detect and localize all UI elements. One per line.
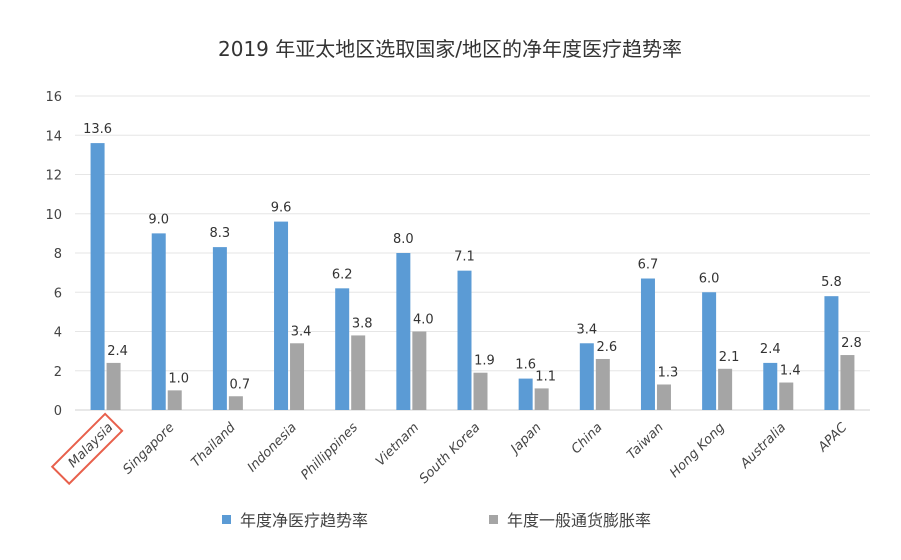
bar-net-medical-trend — [274, 221, 289, 410]
data-label: 6.7 — [638, 258, 659, 273]
data-label: 7.1 — [454, 250, 475, 265]
data-label: 9.6 — [271, 201, 292, 216]
bar-general-inflation — [656, 384, 671, 410]
x-tick-label: Singapore — [120, 420, 177, 477]
bar-net-medical-trend — [824, 296, 839, 410]
y-tick-label: 8 — [54, 247, 62, 262]
bar-general-inflation — [718, 368, 733, 410]
legend-label-general-inflation: 年度一般通货膨胀率 — [507, 511, 651, 530]
bar-net-medical-trend — [702, 292, 717, 410]
x-tick-label: China — [569, 420, 606, 457]
data-label: 6.0 — [699, 271, 720, 286]
bar-general-inflation — [167, 390, 182, 410]
bar-general-inflation — [473, 372, 488, 410]
bar-net-medical-trend — [151, 233, 166, 410]
x-tick-label: Phillippines — [298, 420, 361, 483]
x-tick-label: South Korea — [417, 420, 484, 487]
legend-swatch-general-inflation — [489, 515, 498, 524]
data-label: 1.6 — [515, 358, 536, 373]
legend-swatch-net-medical-trend — [222, 515, 231, 524]
bar-general-inflation — [351, 335, 366, 410]
legend: 年度净医疗趋势率 年度一般通货膨胀率 — [222, 511, 651, 530]
chart-title: 2019 年亚太地区选取国家/地区的净年度医疗趋势率 — [218, 37, 682, 61]
data-label: 8.0 — [393, 232, 414, 247]
data-label: 6.2 — [332, 267, 353, 282]
y-tick-label: 6 — [54, 286, 62, 301]
y-tick-label: 12 — [45, 169, 62, 184]
bar-general-inflation — [534, 388, 549, 410]
data-label: 0.7 — [230, 377, 251, 392]
data-label: 1.0 — [168, 371, 189, 386]
bar-net-medical-trend — [579, 343, 594, 410]
highlight-box — [50, 412, 124, 486]
bar-net-medical-trend — [335, 288, 350, 410]
data-label: 3.4 — [291, 324, 312, 339]
x-tick-label: Indonesia — [245, 420, 300, 475]
data-label: 1.1 — [535, 369, 556, 384]
x-tick-label: Thailand — [189, 420, 240, 471]
x-tick-label: Vietnam — [373, 420, 422, 469]
y-tick-label: 14 — [45, 129, 62, 144]
bar-net-medical-trend — [640, 278, 655, 410]
bar-net-medical-trend — [518, 378, 533, 410]
bar-net-medical-trend — [763, 362, 778, 410]
data-label: 1.4 — [780, 364, 801, 379]
y-tick-label: 0 — [54, 404, 62, 419]
data-label: 2.8 — [841, 336, 862, 351]
legend-label-net-medical-trend: 年度净医疗趋势率 — [240, 511, 368, 530]
x-tick-label: APAC — [815, 420, 851, 456]
data-label: 2.4 — [107, 344, 128, 359]
data-label: 3.8 — [352, 316, 373, 331]
bar-general-inflation — [106, 362, 121, 410]
x-tick-label: Australia — [737, 420, 789, 472]
data-label: 3.4 — [576, 322, 597, 337]
bar-general-inflation — [412, 331, 427, 410]
data-label: 9.0 — [148, 212, 169, 227]
data-label: 13.6 — [83, 122, 112, 137]
data-label: 5.8 — [821, 275, 842, 290]
x-tick-label: Japan — [506, 420, 544, 458]
bar-net-medical-trend — [457, 270, 472, 410]
bar-general-inflation — [595, 358, 610, 410]
data-label: 2.1 — [719, 350, 740, 365]
bar-general-inflation — [779, 382, 794, 410]
bar-general-inflation — [228, 396, 243, 410]
y-tick-label: 10 — [45, 208, 62, 223]
bar-general-inflation — [840, 355, 855, 410]
data-label: 1.9 — [474, 354, 495, 369]
bar-general-inflation — [290, 343, 305, 410]
bar-net-medical-trend — [396, 253, 411, 410]
x-tick-label: Taiwan — [624, 420, 666, 462]
bar-net-medical-trend — [212, 247, 227, 410]
y-tick-label: 2 — [54, 365, 62, 380]
data-label: 8.3 — [210, 226, 231, 241]
data-label: 2.4 — [760, 342, 781, 357]
y-tick-label: 16 — [45, 90, 62, 105]
data-label: 2.6 — [596, 340, 617, 355]
y-tick-label: 4 — [54, 326, 62, 341]
bar-net-medical-trend — [90, 143, 105, 410]
data-label: 4.0 — [413, 313, 434, 328]
x-tick-label: Hong Kong — [667, 420, 728, 481]
data-label: 1.3 — [658, 365, 679, 380]
